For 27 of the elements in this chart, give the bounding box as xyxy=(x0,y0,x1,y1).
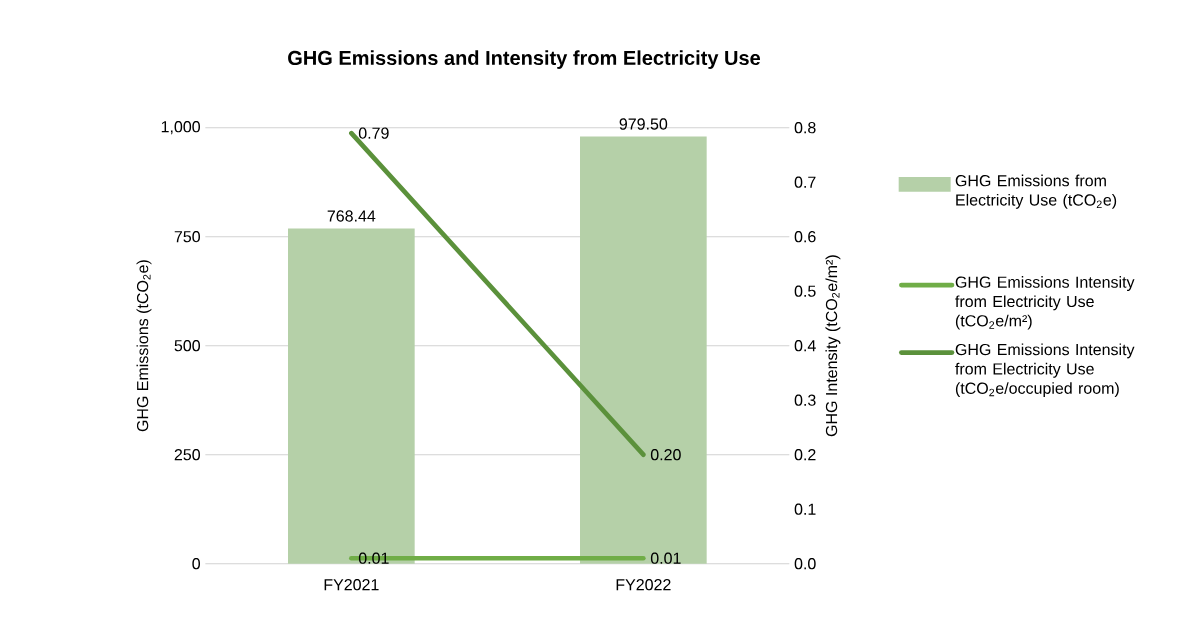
y-tick-label: 250 xyxy=(174,449,200,461)
data-label: 0.20 xyxy=(650,449,681,461)
chart-title: GHG Emissions and Intensity from Electricity Use xyxy=(288,50,761,69)
legend-label: GHG Emissions Intensity from Electricity Use (tCO$_{2}$e/occupied room) xyxy=(955,343,1135,398)
y2-tick-label: 0.2 xyxy=(794,449,816,461)
y-tick-label: 750 xyxy=(174,231,200,243)
y-tick-label: 500 xyxy=(174,340,200,352)
y2-axis-title: GHG Intensity (tCO$_{2}$e/m²) xyxy=(825,255,841,437)
data-label: 0.01 xyxy=(650,552,681,564)
y2-tick-label: 0.6 xyxy=(794,231,816,243)
y2-tick-label: 0.8 xyxy=(794,122,816,134)
data-label: 979.50 xyxy=(619,118,668,130)
x-tick-label: FY2022 xyxy=(616,579,671,591)
y-axis-title: GHG Emissions (tCO$_{2}$e) xyxy=(136,260,152,432)
y-tick-label: 1,000 xyxy=(161,121,200,135)
legend-label: GHG Emissions from Electricity Use (tCO$_{2}$e) xyxy=(955,174,1117,209)
y-tick-label: 0 xyxy=(192,558,201,570)
y2-tick-label: 0.1 xyxy=(794,503,816,515)
x-tick-label: FY2021 xyxy=(324,579,379,591)
legend-label: GHG Emissions Intensity from Electricity Use (tCO$_{2}$e/m²) xyxy=(955,276,1135,330)
data-label: 768.44 xyxy=(327,210,376,222)
y2-tick-label: 0.3 xyxy=(794,394,816,406)
data-label: 0.79 xyxy=(358,127,389,139)
y2-tick-label: 0.5 xyxy=(794,285,816,297)
y2-tick-label: 0.7 xyxy=(794,176,816,188)
y2-tick-label: 0.4 xyxy=(794,340,816,352)
y2-tick-label: 0.0 xyxy=(794,558,816,570)
